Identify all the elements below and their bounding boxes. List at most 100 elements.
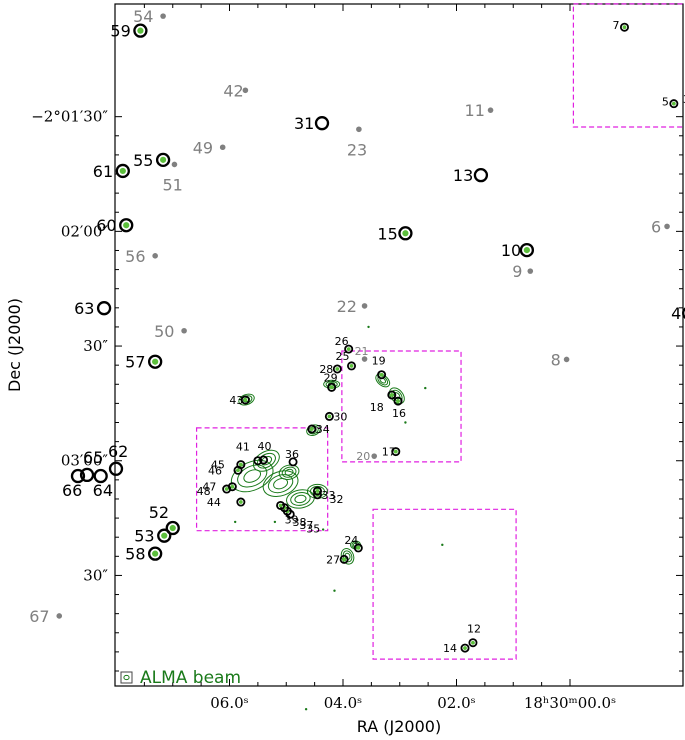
source-34-marker — [307, 424, 317, 434]
source-27-marker — [339, 554, 349, 564]
source-66-marker — [70, 468, 86, 484]
contour-line — [252, 449, 280, 472]
source-11-marker — [487, 107, 494, 113]
source-61-marker — [115, 163, 130, 179]
source-23-marker — [356, 126, 362, 133]
plot-frame — [114, 3, 684, 687]
source-ring — [473, 168, 489, 183]
contour-speck — [424, 386, 427, 390]
source-65-label: 65 — [83, 448, 103, 467]
contour-speck — [321, 528, 325, 531]
source-46-marker — [233, 465, 243, 475]
source-48-label: 48 — [197, 485, 211, 498]
y-tick-label: 30″ — [83, 566, 108, 584]
source-ring — [155, 152, 171, 168]
source-31-marker — [314, 116, 330, 131]
source-7-marker — [619, 22, 629, 32]
source-47-label: 47 — [202, 481, 216, 494]
source-52-marker — [165, 520, 180, 536]
source-21-label: 21 — [355, 345, 369, 358]
contour-line — [267, 474, 294, 494]
source-core — [152, 550, 159, 557]
source-39-marker — [276, 500, 286, 510]
source-36-marker — [288, 457, 298, 467]
source-15-marker — [398, 226, 413, 241]
source-core — [335, 367, 340, 371]
source-core — [393, 449, 398, 454]
source-ring — [93, 468, 108, 484]
y-tick-label: 03′00″ — [61, 452, 109, 470]
source-63-label: 63 — [74, 299, 94, 318]
source-ring — [387, 390, 397, 400]
source-dot — [563, 356, 570, 363]
beam-label: ALMA beam — [140, 668, 241, 688]
contour-line — [278, 464, 300, 480]
zoom-box — [572, 3, 685, 128]
source-26-label: 26 — [335, 335, 349, 348]
source-50-marker — [181, 327, 187, 334]
y-axis-label: Dec (J2000) — [5, 298, 24, 392]
contour-speck — [304, 708, 308, 711]
x-tick-label: 04.0ˢ — [324, 694, 362, 712]
source-10-label: 10 — [501, 241, 521, 260]
source-32-label: 32 — [329, 493, 343, 506]
source-21-marker — [361, 356, 368, 362]
source-23-label: 23 — [347, 140, 367, 159]
source-dot — [181, 327, 187, 334]
contour-speck — [367, 325, 370, 329]
source-43-marker — [240, 395, 250, 405]
x-tick-label: 02.0ˢ — [437, 694, 475, 712]
contour-line — [294, 494, 307, 504]
x-tick-label: 18ʰ30ᵐ00.0ˢ — [524, 694, 616, 712]
contour-speck — [333, 589, 336, 592]
source-dot — [527, 268, 534, 274]
source-core — [119, 167, 126, 175]
contour-speck — [441, 543, 444, 547]
contour-line — [256, 452, 276, 469]
source-16-label: 16 — [392, 407, 406, 420]
source-ring — [148, 354, 163, 369]
source-25-marker — [347, 361, 357, 371]
source-37-label: 37 — [299, 519, 313, 532]
source-34-label: 34 — [316, 423, 330, 436]
source-22-marker — [361, 303, 368, 309]
source-dot — [160, 13, 166, 19]
source-ring — [253, 456, 263, 466]
source-dot — [361, 303, 368, 309]
source-41-label: 41 — [236, 441, 250, 454]
source-core — [161, 532, 168, 539]
source-core — [243, 398, 248, 402]
source-36-label: 36 — [285, 448, 299, 461]
contour-speck — [273, 520, 277, 524]
source-30-label: 30 — [333, 410, 347, 423]
source-ring — [619, 22, 629, 32]
source-19-label: 19 — [372, 355, 386, 368]
source-ring — [344, 344, 354, 354]
source-core — [238, 462, 243, 467]
source-24-marker — [353, 543, 363, 553]
beam-box — [120, 671, 133, 684]
source-25-label: 25 — [336, 350, 350, 363]
source-core — [523, 246, 530, 254]
source-core — [396, 399, 400, 404]
source-core — [315, 489, 320, 493]
source-43-label: 43 — [229, 394, 243, 407]
source-ring — [96, 301, 112, 316]
source-8-marker — [563, 356, 570, 363]
source-6-marker — [664, 223, 670, 230]
source-ring — [314, 116, 330, 131]
source-15-label: 15 — [377, 224, 397, 243]
zoom-boxes — [195, 3, 685, 660]
source-12-label: 12 — [467, 623, 481, 636]
source-labels: 1235746891011131512141617181920212223242… — [29, 7, 685, 655]
source-65-marker — [79, 467, 95, 483]
source-ring — [339, 554, 349, 564]
source-ring — [240, 395, 250, 405]
source-ring — [157, 528, 172, 543]
source-64-marker — [93, 468, 108, 484]
source-14-marker — [460, 643, 470, 653]
source-ring — [519, 242, 535, 258]
source-51-label: 51 — [162, 175, 182, 194]
source-ring — [682, 307, 685, 319]
